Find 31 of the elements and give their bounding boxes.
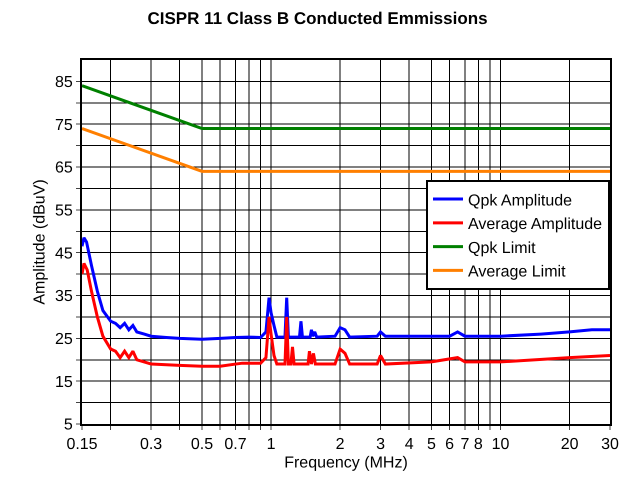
y-tick-label: 35 [55, 288, 73, 306]
y-tick-label: 85 [55, 74, 73, 92]
x-tick-label: 3 [376, 436, 386, 454]
x-tick-label: 6 [445, 436, 454, 454]
x-tick-label: 0.15 [66, 436, 98, 454]
x-tick-label: 0.3 [140, 436, 162, 454]
x-tick-label: 4 [404, 436, 414, 454]
x-tick-label: 2 [336, 436, 345, 454]
chart-title: CISPR 11 Class B Conducted Emmissions [147, 8, 488, 28]
legend-label: Qpk Limit [468, 240, 536, 257]
legend-label: Average Limit [468, 264, 566, 281]
x-tick-label: 0.7 [224, 436, 247, 454]
y-tick-label: 65 [55, 160, 73, 177]
x-axis-title: Frequency (MHz) [284, 454, 408, 472]
x-tick-label: 7 [460, 436, 470, 454]
y-tick-label: 15 [55, 374, 73, 391]
x-tick-label: 20 [560, 436, 579, 454]
x-tick-label: 5 [426, 436, 436, 454]
y-tick-label: 5 [64, 416, 73, 434]
x-tick-label: 30 [601, 436, 619, 454]
y-tick-label: 75 [55, 116, 73, 134]
y-tick-label: 25 [55, 330, 73, 348]
x-tick-label: 0.5 [190, 436, 214, 454]
legend-label: Qpk Amplitude [468, 192, 572, 210]
y-tick-label: 55 [55, 202, 73, 220]
y-tick-label: 45 [55, 245, 73, 262]
x-tick-label: 8 [474, 436, 483, 454]
legend-label: Average Amplitude [468, 216, 602, 234]
y-axis-title: Amplitude (dBuV) [31, 179, 48, 305]
x-tick-label: 1 [266, 436, 276, 454]
x-tick-label: 10 [492, 436, 510, 454]
